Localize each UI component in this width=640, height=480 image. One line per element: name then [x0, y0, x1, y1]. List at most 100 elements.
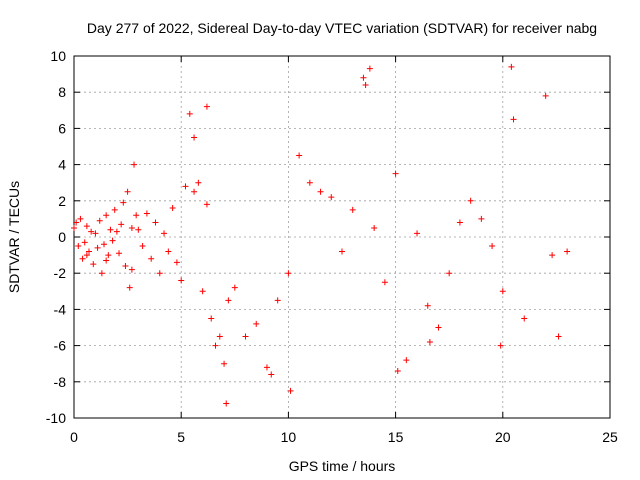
- data-point-marker: [152, 219, 159, 226]
- data-point-marker: [161, 230, 168, 237]
- data-point-marker: [107, 226, 114, 233]
- axis-ticks: [73, 55, 611, 419]
- data-point-marker: [456, 219, 463, 226]
- data-point-marker: [88, 228, 95, 235]
- data-point-marker: [98, 270, 105, 277]
- data-point-marker: [191, 134, 198, 141]
- y-tick-label: -8: [54, 374, 67, 390]
- data-point-marker: [128, 266, 135, 273]
- data-point-marker: [223, 400, 230, 407]
- data-point-marker: [103, 212, 110, 219]
- data-point-marker: [191, 188, 198, 195]
- data-point-marker: [221, 360, 228, 367]
- data-points: [71, 63, 571, 407]
- data-point-marker: [75, 243, 82, 250]
- data-point-marker: [165, 248, 172, 255]
- data-point-marker: [366, 65, 373, 72]
- x-tick-label: 0: [70, 429, 78, 445]
- data-point-marker: [306, 179, 313, 186]
- data-point-marker: [446, 270, 453, 277]
- data-point-marker: [186, 110, 193, 117]
- data-point-marker: [128, 224, 135, 231]
- data-point-marker: [208, 315, 215, 322]
- y-tick-label: -10: [46, 410, 66, 426]
- data-point-marker: [499, 288, 506, 295]
- y-tick-label: -6: [54, 338, 67, 354]
- x-tick-label: 20: [495, 429, 511, 445]
- tick-labels: 0 5 10 15 20 25 -10 -8 -6 -4 -2 0 2 4 6 8 10: [46, 48, 618, 445]
- data-point-marker: [231, 284, 238, 291]
- data-point-marker: [86, 248, 93, 255]
- data-point-marker: [109, 237, 116, 244]
- data-point-marker: [339, 248, 345, 255]
- data-point-marker: [296, 152, 303, 159]
- data-point-marker: [394, 367, 401, 374]
- data-point-marker: [253, 320, 260, 327]
- y-tick-label: 2: [58, 193, 66, 209]
- data-point-marker: [362, 81, 369, 88]
- data-point-marker: [195, 179, 202, 186]
- data-point-marker: [328, 194, 335, 201]
- data-point-marker: [103, 257, 110, 264]
- data-point-marker: [414, 230, 421, 237]
- chart-title: Day 277 of 2022, Sidereal Day-to-day VTE…: [87, 20, 597, 36]
- data-point-marker: [156, 270, 163, 277]
- data-point-marker: [120, 199, 127, 206]
- x-tick-label: 10: [281, 429, 297, 445]
- y-tick-label: -2: [54, 265, 67, 281]
- data-point-marker: [203, 201, 210, 208]
- data-point-marker: [101, 241, 108, 248]
- y-tick-label: 8: [58, 84, 66, 100]
- data-point-marker: [148, 255, 155, 262]
- data-point-marker: [521, 315, 528, 322]
- data-point-marker: [542, 92, 549, 99]
- data-point-marker: [216, 333, 223, 340]
- data-point-marker: [113, 228, 120, 235]
- x-tick-label: 15: [388, 429, 404, 445]
- data-point-marker: [555, 333, 562, 340]
- data-point-marker: [478, 215, 485, 222]
- data-point-marker: [199, 288, 206, 295]
- data-point-marker: [173, 259, 180, 266]
- x-tick-label: 5: [177, 429, 185, 445]
- data-point-marker: [263, 364, 270, 371]
- data-point-marker: [143, 210, 150, 217]
- data-point-marker: [122, 262, 129, 269]
- data-point-marker: [467, 197, 474, 204]
- data-point-marker: [489, 243, 496, 250]
- data-point-marker: [349, 206, 356, 213]
- y-tick-label: 4: [58, 157, 66, 173]
- data-point-marker: [497, 342, 504, 349]
- data-point-marker: [371, 224, 378, 231]
- y-tick-label: 10: [50, 48, 66, 64]
- data-point-marker: [360, 74, 367, 81]
- data-point-marker: [424, 302, 431, 309]
- data-point-marker: [203, 103, 210, 110]
- data-point-marker: [135, 226, 142, 233]
- data-point-marker: [90, 261, 97, 268]
- x-tick-label: 25: [602, 429, 618, 445]
- data-point-marker: [564, 248, 571, 255]
- data-point-marker: [94, 244, 101, 251]
- y-tick-label: 0: [58, 229, 66, 245]
- data-point-marker: [268, 371, 275, 378]
- data-point-marker: [178, 277, 185, 284]
- data-point-marker: [508, 63, 515, 70]
- data-point-marker: [225, 297, 232, 304]
- data-point-marker: [381, 279, 388, 286]
- data-point-marker: [212, 342, 219, 349]
- data-point-marker: [116, 250, 123, 257]
- data-point-marker: [392, 170, 399, 177]
- data-point-marker: [169, 205, 176, 212]
- data-point-marker: [79, 255, 86, 262]
- data-point-marker: [426, 338, 433, 345]
- data-point-marker: [274, 297, 281, 304]
- data-point-marker: [510, 116, 517, 123]
- data-point-marker: [133, 212, 140, 219]
- y-tick-label: -4: [54, 301, 67, 317]
- y-tick-label: 6: [58, 120, 66, 136]
- x-axis-label: GPS time / hours: [289, 458, 396, 474]
- data-point-marker: [96, 217, 103, 224]
- data-point-marker: [285, 270, 292, 277]
